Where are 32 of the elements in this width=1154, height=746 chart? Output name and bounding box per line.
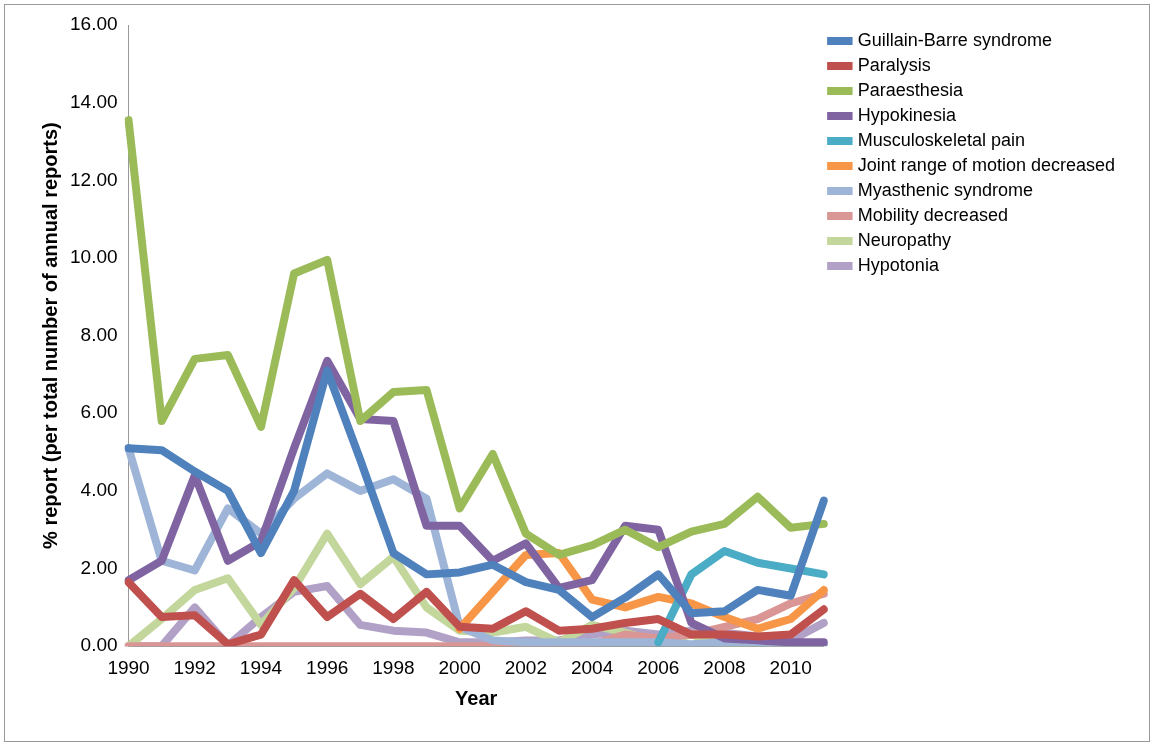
legend-label: Hypotonia: [857, 254, 940, 275]
y-tick-label: 6.00: [80, 401, 118, 423]
y-tick-label: 8.00: [80, 323, 118, 345]
y-tick-label: 2.00: [80, 556, 118, 578]
x-tick-label: 1994: [239, 656, 283, 678]
x-tick-label: 2000: [438, 656, 481, 678]
y-tick-label: 16.00: [70, 13, 118, 35]
legend-label: Joint range of motion decreased: [857, 154, 1116, 175]
x-tick-label: 2008: [703, 656, 746, 678]
x-axis-title: Year: [455, 686, 498, 709]
y-tick-label: 10.00: [70, 246, 118, 268]
x-tick-label: 2006: [637, 656, 680, 678]
x-tick-label: 2010: [769, 656, 812, 678]
legend-label: Hypokinesia: [857, 104, 957, 125]
y-tick-label: 12.00: [70, 168, 118, 190]
x-tick-label: 2004: [570, 656, 614, 678]
x-tick-label: 1990: [107, 656, 150, 678]
y-tick-label: 0.00: [80, 634, 118, 656]
legend-label: Musculoskeletal pain: [857, 129, 1025, 150]
legend-label: Paralysis: [857, 54, 931, 75]
legend-label: Mobility decreased: [857, 204, 1008, 225]
x-tick-label: 1998: [372, 656, 415, 678]
legend-label: Neuropathy: [857, 229, 951, 250]
legend-label: Paraesthesia: [857, 79, 964, 100]
y-tick-label: 4.00: [80, 479, 118, 501]
y-tick-label: 14.00: [70, 90, 118, 112]
y-axis-title: % report (per total number of annual reports): [38, 122, 61, 549]
x-tick-label: 1996: [306, 656, 349, 678]
legend-label: Myasthenic syndrome: [857, 179, 1033, 200]
legend-label: Guillain-Barre syndrome: [857, 29, 1052, 50]
x-tick-label: 2002: [504, 656, 547, 678]
x-tick-label: 1992: [173, 656, 216, 678]
